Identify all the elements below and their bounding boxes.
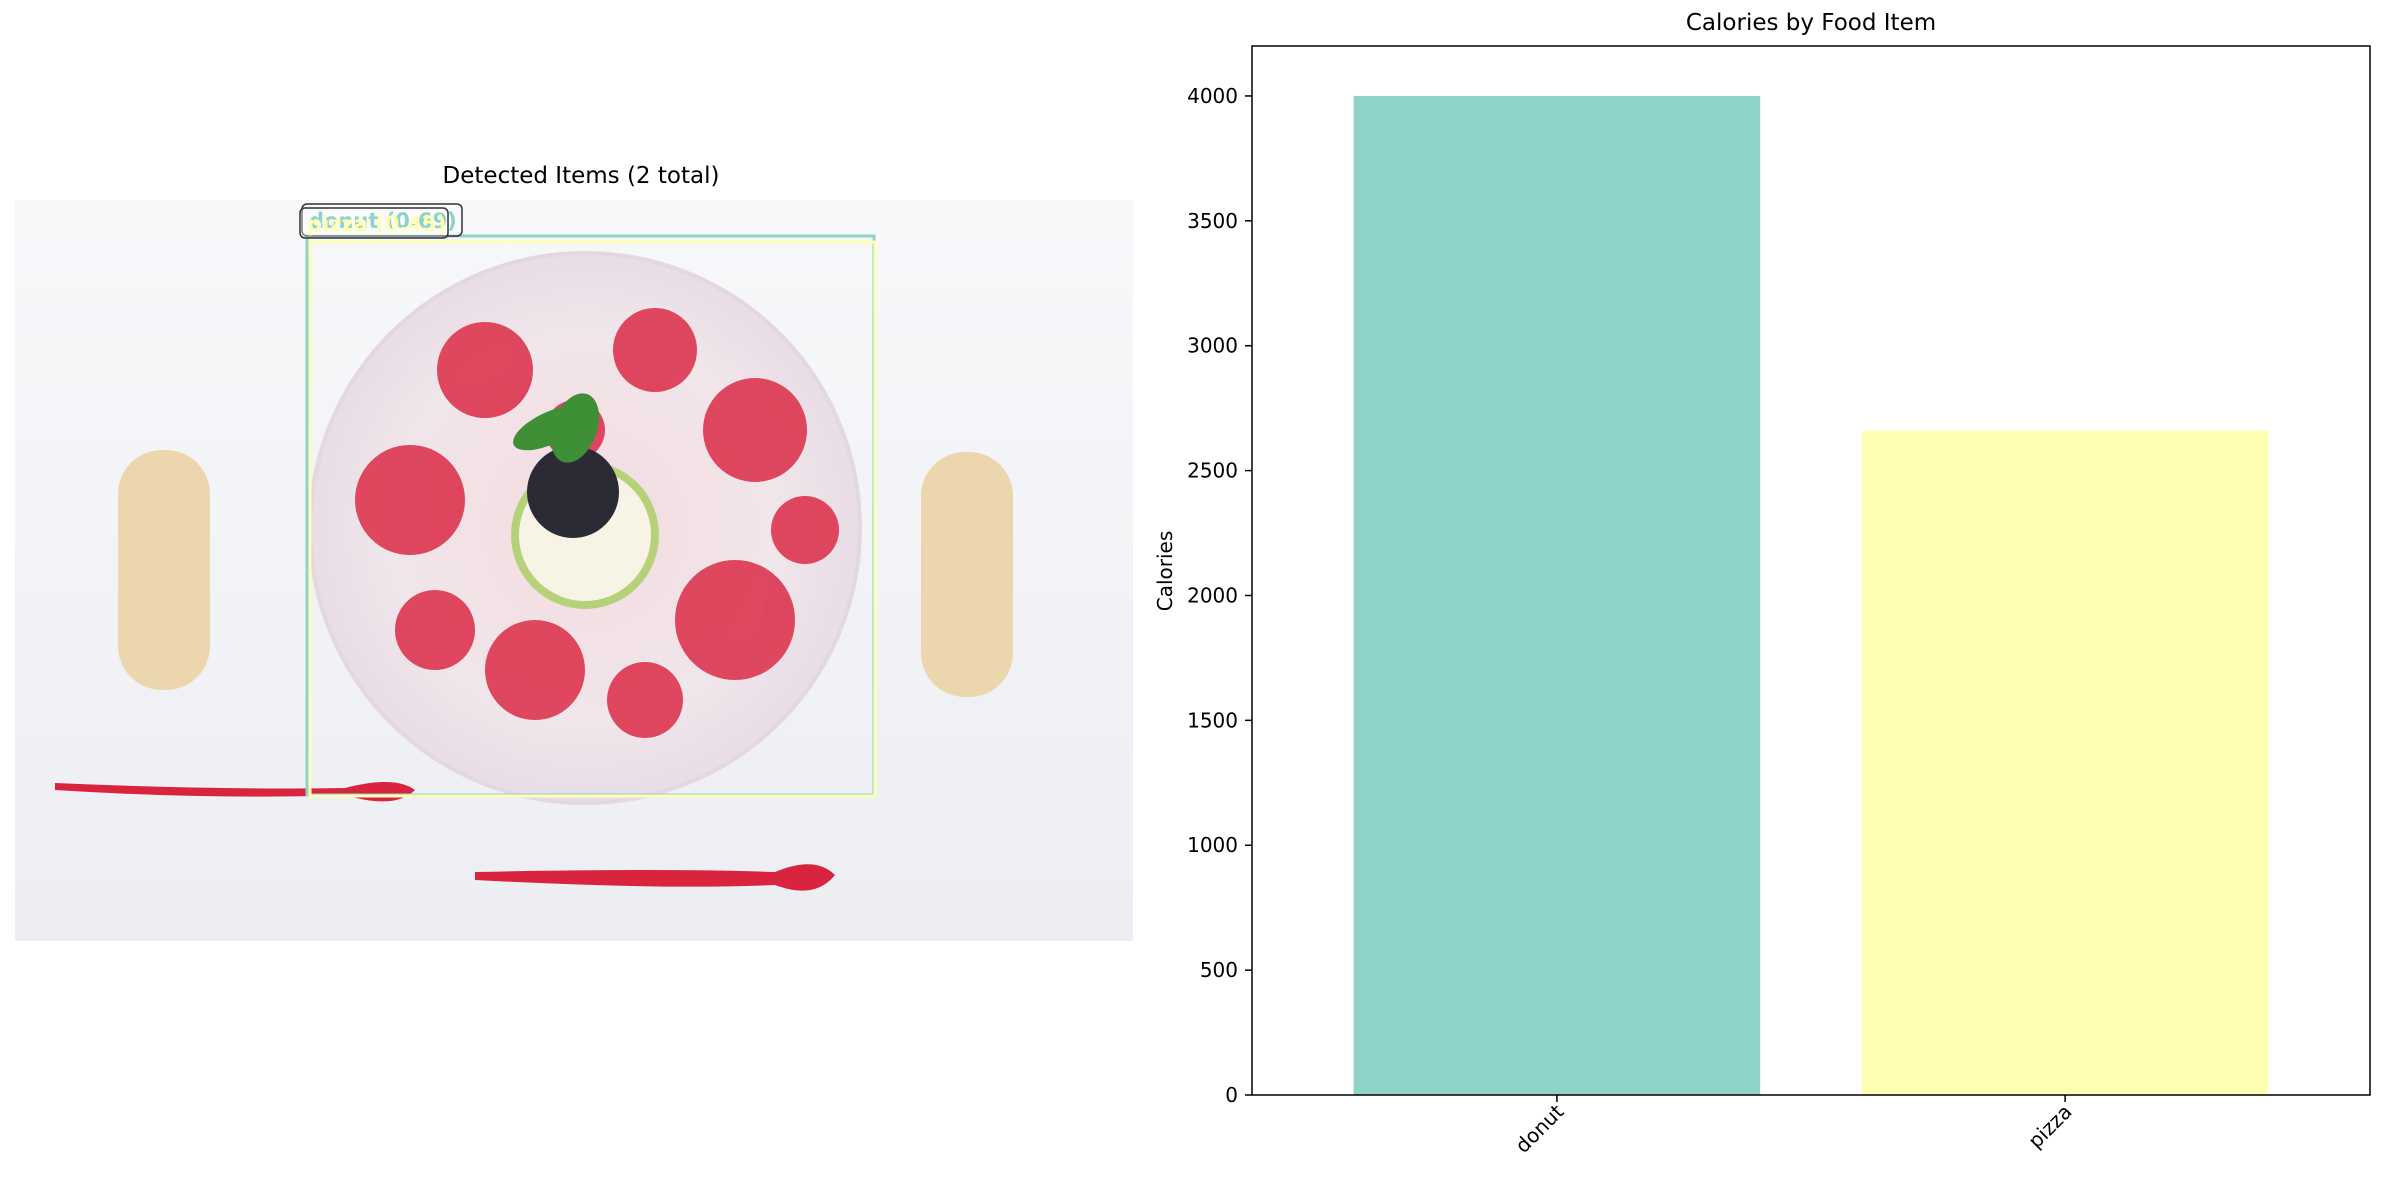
blackberry	[527, 446, 619, 538]
bar-donut	[1353, 95, 1761, 1095]
food-photo: donut (0.69) pizza (0.45)	[15, 200, 1133, 941]
y-tick-label: 2500	[1187, 459, 1238, 483]
detection-label-box-donut	[301, 203, 463, 237]
ladyfinger-right	[921, 452, 1013, 697]
y-tick-label: 1000	[1187, 833, 1238, 857]
y-tick-label: 4000	[1187, 84, 1238, 108]
x-tick-label: pizza	[2023, 1100, 2076, 1153]
y-tick-label: 3500	[1187, 209, 1238, 233]
detection-label-box-pizza	[299, 207, 449, 239]
chart-title: Calories by Food Item	[1685, 10, 1937, 36]
y-axis-label: Calories	[1153, 531, 1177, 612]
detection-panel-title: Detected Items (2 total)	[442, 163, 720, 189]
y-tick-label: 1500	[1187, 708, 1238, 732]
y-tick-label: 500	[1200, 958, 1238, 982]
y-tick-label: 2000	[1187, 583, 1238, 607]
y-tick-label: 0	[1225, 1083, 1238, 1107]
mint-leaves	[513, 393, 600, 463]
y-tick-label: 3000	[1187, 334, 1238, 358]
detection-label-pizza: pizza (0.45)	[307, 212, 446, 236]
detection-label-donut: donut (0.69)	[309, 209, 457, 233]
plot-frame	[1251, 45, 2371, 1096]
ladyfinger-left	[118, 450, 210, 690]
sauce-streak-lower	[475, 864, 835, 891]
detection-box-pizza	[308, 240, 877, 798]
bar-pizza	[1861, 430, 2269, 1096]
x-tick-label: donut	[1510, 1099, 1568, 1157]
berry-sauce	[355, 308, 839, 738]
sauce-streak-upper	[55, 781, 415, 802]
